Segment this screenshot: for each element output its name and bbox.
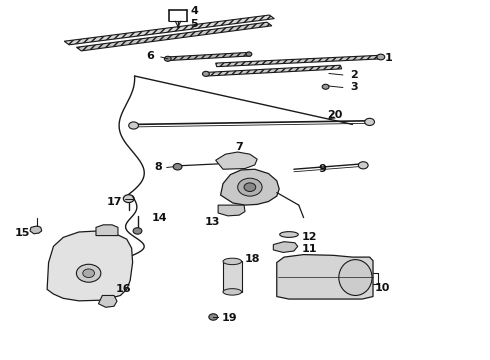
Polygon shape — [96, 225, 118, 235]
Ellipse shape — [223, 289, 242, 295]
Circle shape — [238, 178, 262, 196]
Circle shape — [209, 314, 218, 320]
Text: 7: 7 — [235, 142, 243, 152]
Polygon shape — [76, 22, 272, 51]
Text: 18: 18 — [245, 254, 261, 264]
Text: 11: 11 — [302, 244, 317, 254]
Text: 15: 15 — [15, 228, 30, 238]
Ellipse shape — [223, 258, 242, 265]
Circle shape — [129, 122, 139, 129]
Text: 4: 4 — [190, 6, 198, 17]
Polygon shape — [64, 15, 274, 45]
Text: 13: 13 — [204, 217, 220, 227]
Text: 2: 2 — [350, 70, 358, 80]
Circle shape — [322, 84, 329, 89]
Polygon shape — [273, 242, 298, 252]
Circle shape — [358, 162, 368, 169]
Text: 14: 14 — [152, 213, 168, 222]
Circle shape — [244, 183, 256, 192]
Text: 16: 16 — [116, 284, 132, 294]
Polygon shape — [167, 52, 251, 60]
Circle shape — [202, 71, 209, 76]
Polygon shape — [216, 55, 383, 67]
Circle shape — [365, 118, 374, 126]
Polygon shape — [220, 169, 279, 205]
Text: 10: 10 — [374, 283, 390, 293]
Text: 8: 8 — [154, 162, 162, 172]
Polygon shape — [30, 226, 42, 234]
Circle shape — [83, 269, 95, 278]
Text: 20: 20 — [327, 110, 343, 120]
Circle shape — [173, 163, 182, 170]
Text: 3: 3 — [350, 82, 358, 93]
Text: 6: 6 — [147, 51, 155, 61]
Circle shape — [123, 195, 134, 203]
Polygon shape — [223, 261, 242, 292]
Ellipse shape — [280, 231, 298, 237]
Circle shape — [164, 56, 171, 61]
Text: 17: 17 — [106, 197, 122, 207]
Polygon shape — [98, 296, 117, 307]
Circle shape — [246, 52, 252, 56]
Text: 19: 19 — [221, 313, 237, 323]
Ellipse shape — [339, 260, 372, 296]
Text: 5: 5 — [190, 19, 198, 30]
Circle shape — [133, 228, 142, 234]
Polygon shape — [206, 65, 342, 76]
Polygon shape — [218, 205, 245, 216]
Circle shape — [76, 264, 101, 282]
Circle shape — [377, 54, 385, 60]
Text: 12: 12 — [302, 232, 317, 242]
Polygon shape — [47, 231, 133, 301]
Text: 1: 1 — [384, 53, 392, 63]
Polygon shape — [277, 255, 373, 299]
Text: 9: 9 — [318, 164, 326, 174]
Polygon shape — [216, 152, 257, 169]
